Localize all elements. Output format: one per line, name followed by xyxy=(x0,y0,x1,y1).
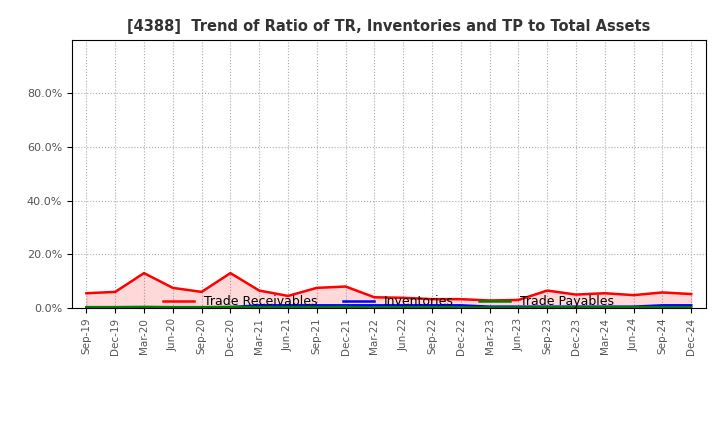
Title: [4388]  Trend of Ratio of TR, Inventories and TP to Total Assets: [4388] Trend of Ratio of TR, Inventories… xyxy=(127,19,650,34)
Trade Payables xyxy=(485,305,494,310)
Trade Receivables xyxy=(629,293,638,298)
Trade Receivables xyxy=(485,298,494,303)
Trade Payables xyxy=(226,304,235,310)
Trade Receivables xyxy=(341,284,350,289)
Trade Receivables xyxy=(255,288,264,293)
Line: Trade Receivables: Trade Receivables xyxy=(86,273,691,301)
Inventories xyxy=(485,304,494,309)
Trade Receivables xyxy=(82,290,91,296)
Trade Receivables xyxy=(111,289,120,294)
Trade Payables xyxy=(255,304,264,310)
Trade Receivables xyxy=(370,295,379,300)
Trade Receivables xyxy=(428,297,436,302)
Trade Receivables xyxy=(687,291,696,297)
Trade Receivables xyxy=(140,271,148,276)
Inventories xyxy=(600,304,609,309)
Inventories xyxy=(255,303,264,308)
Inventories xyxy=(197,304,206,310)
Trade Payables xyxy=(514,305,523,310)
Inventories xyxy=(629,304,638,309)
Inventories xyxy=(284,303,292,308)
Trade Payables xyxy=(140,304,148,310)
Inventories xyxy=(514,304,523,309)
Inventories xyxy=(226,304,235,310)
Line: Trade Payables: Trade Payables xyxy=(86,307,691,308)
Inventories xyxy=(687,303,696,308)
Inventories xyxy=(399,303,408,308)
Trade Receivables xyxy=(226,271,235,276)
Trade Payables xyxy=(399,305,408,310)
Trade Payables xyxy=(312,304,321,310)
Trade Payables xyxy=(428,305,436,310)
Trade Receivables xyxy=(168,285,177,290)
Trade Payables xyxy=(168,304,177,310)
Trade Receivables xyxy=(197,289,206,294)
Trade Receivables xyxy=(600,290,609,296)
Trade Payables xyxy=(456,305,465,310)
Trade Payables xyxy=(284,304,292,310)
Trade Receivables xyxy=(456,297,465,302)
Trade Receivables xyxy=(284,293,292,299)
Trade Payables xyxy=(629,304,638,310)
Trade Payables xyxy=(341,304,350,310)
Trade Payables xyxy=(82,304,91,310)
Inventories xyxy=(82,304,91,310)
Trade Payables xyxy=(658,304,667,310)
Inventories xyxy=(168,304,177,310)
Inventories xyxy=(572,304,580,309)
Trade Receivables xyxy=(399,295,408,301)
Inventories xyxy=(140,304,148,310)
Inventories xyxy=(456,303,465,308)
Inventories xyxy=(111,304,120,310)
Legend: Trade Receivables, Inventories, Trade Payables: Trade Receivables, Inventories, Trade Pa… xyxy=(158,290,619,313)
Trade Receivables xyxy=(658,290,667,295)
Trade Payables xyxy=(111,304,120,310)
Trade Payables xyxy=(687,304,696,310)
Inventories xyxy=(370,303,379,308)
Trade Receivables xyxy=(312,285,321,290)
Trade Payables xyxy=(572,304,580,310)
Inventories xyxy=(543,304,552,309)
Trade Receivables xyxy=(572,292,580,297)
Trade Receivables xyxy=(514,297,523,303)
Line: Inventories: Inventories xyxy=(86,305,691,307)
Trade Payables xyxy=(370,305,379,310)
Trade Payables xyxy=(600,304,609,310)
Inventories xyxy=(312,303,321,308)
Inventories xyxy=(428,303,436,308)
Trade Payables xyxy=(197,304,206,310)
Inventories xyxy=(658,303,667,308)
Inventories xyxy=(341,303,350,308)
Trade Payables xyxy=(543,304,552,310)
Trade Receivables xyxy=(543,288,552,293)
